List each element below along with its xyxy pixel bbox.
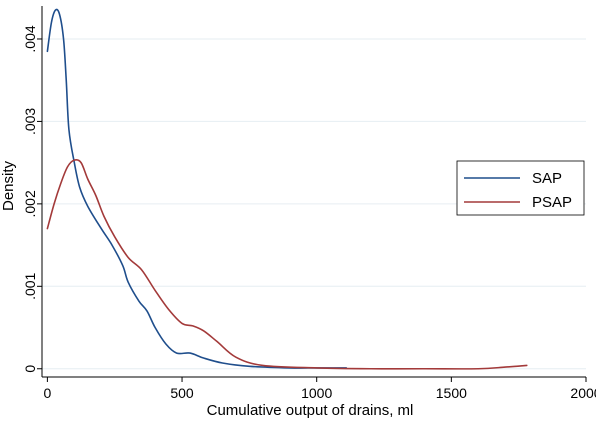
series-line-psap (46, 159, 528, 370)
y-tick-label-3: .003 (22, 108, 38, 135)
x-tick-label-0: 0 (43, 385, 51, 401)
legend: SAP PSAP (456, 160, 585, 216)
x-axis-title: Cumulative output of drains, ml (207, 402, 414, 419)
series-line-sap (46, 8, 348, 369)
legend-box (456, 160, 585, 216)
y-tick-label-0: 0 (22, 365, 38, 373)
axis-layer: 0 .001 .002 .003 .004 0 500 1000 1500 2000 (22, 6, 596, 401)
y-axis-title: Density (0, 160, 17, 211)
x-tick-label-3: 1500 (436, 385, 467, 401)
x-tick-label-4: 2000 (570, 385, 596, 401)
x-tick-label-1: 500 (170, 385, 194, 401)
x-tick-label-2: 1000 (301, 385, 332, 401)
legend-label-psap: PSAP (532, 194, 572, 211)
series-layer (46, 8, 528, 370)
legend-label-sap: SAP (532, 170, 562, 187)
y-tick-label-2: .002 (22, 190, 38, 217)
y-tick-label-1: .001 (22, 272, 38, 299)
y-tick-label-4: .004 (22, 25, 38, 52)
